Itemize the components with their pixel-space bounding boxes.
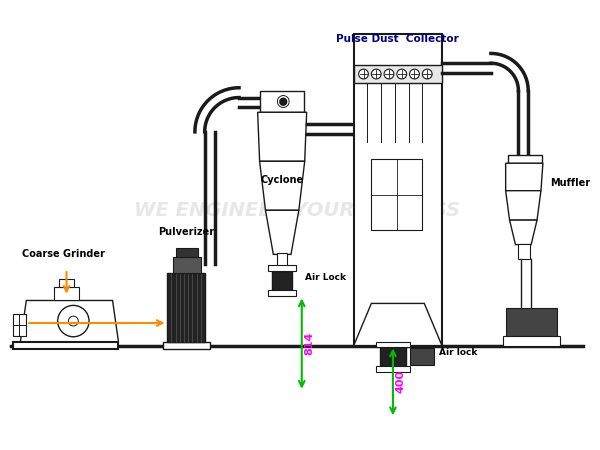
Bar (376, 366, 410, 372)
Bar (354, 65, 442, 83)
Text: Pulse Dust  Collector: Pulse Dust Collector (337, 34, 459, 44)
Circle shape (422, 69, 432, 79)
Text: WE ENGINEER YOUR SUCCESS: WE ENGINEER YOUR SUCCESS (134, 201, 460, 220)
Circle shape (58, 306, 89, 337)
Polygon shape (20, 301, 118, 342)
Text: 400: 400 (396, 370, 406, 393)
Circle shape (384, 69, 394, 79)
Text: Coarse Grinder: Coarse Grinder (22, 249, 105, 259)
Bar (354, 34, 442, 346)
Bar (508, 155, 542, 163)
Bar (173, 257, 201, 273)
Circle shape (397, 69, 407, 79)
Bar (59, 279, 74, 287)
Bar (371, 159, 422, 230)
Circle shape (371, 69, 381, 79)
Circle shape (68, 316, 78, 326)
Text: Muffler: Muffler (550, 178, 590, 188)
Bar (518, 243, 530, 259)
Polygon shape (260, 161, 305, 210)
Bar (176, 248, 198, 257)
Text: Air Lock: Air Lock (305, 273, 346, 282)
Bar (380, 346, 406, 367)
Polygon shape (506, 191, 541, 220)
Bar (376, 342, 410, 346)
Polygon shape (506, 163, 543, 191)
Bar (13, 314, 26, 336)
Circle shape (359, 69, 368, 79)
Bar (268, 265, 296, 271)
Text: 814: 814 (305, 332, 314, 356)
Bar (163, 342, 209, 350)
Text: Air lock: Air lock (439, 348, 478, 357)
Text: Pulverizer: Pulverizer (158, 227, 214, 237)
Text: ◉: ◉ (275, 93, 289, 111)
Polygon shape (354, 303, 442, 346)
Bar (268, 290, 296, 296)
Polygon shape (265, 210, 299, 254)
Bar (506, 308, 557, 338)
Bar (13, 342, 118, 350)
Circle shape (410, 69, 419, 79)
Bar (503, 336, 560, 346)
Polygon shape (509, 220, 537, 245)
Bar (54, 287, 79, 301)
Bar (167, 273, 205, 342)
Bar (272, 271, 292, 291)
Polygon shape (257, 112, 307, 161)
Bar (410, 347, 434, 365)
Bar (277, 253, 287, 271)
Text: Cyclone: Cyclone (260, 175, 304, 185)
Bar (260, 91, 304, 112)
